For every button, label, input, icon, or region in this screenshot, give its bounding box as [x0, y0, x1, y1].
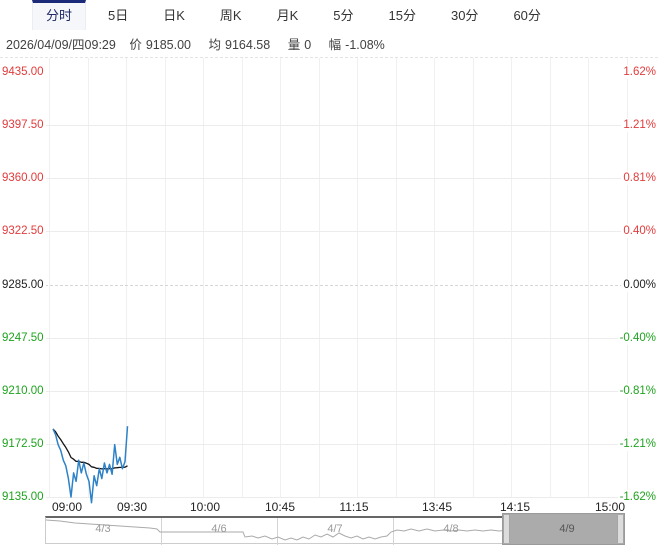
- average-line: [52, 428, 128, 470]
- avg-value: 9164.58: [225, 38, 271, 52]
- percent-axis-label: -1.62%: [617, 490, 658, 504]
- time-axis: 09:00 09:30 10:00 10:45 11:15 13:45 14:15 15:00: [0, 499, 658, 516]
- vertical-gridline: [203, 58, 204, 498]
- vertical-gridline: [357, 58, 358, 498]
- time-axis-label: 09:30: [116, 500, 148, 514]
- horizontal-gridline: [0, 390, 658, 392]
- vertical-gridline: [549, 58, 551, 498]
- time-axis-label: 11:15: [339, 500, 369, 514]
- horizontal-gridline: [0, 231, 658, 233]
- price-axis-label: 9172.50: [0, 436, 46, 451]
- prev-close-gridline: [0, 284, 658, 286]
- vertical-gridline: [511, 58, 512, 498]
- chart-lines: [52, 426, 129, 504]
- price-line: [52, 426, 129, 504]
- vertical-gridline: [472, 58, 474, 498]
- sparkline-path: [45, 519, 621, 541]
- price-label: 价: [129, 38, 142, 52]
- price-axis-label: 9210.00: [0, 383, 46, 398]
- vertical-gridline: [87, 58, 89, 498]
- vertical-gridline: [49, 58, 50, 498]
- navigator-date-label[interactable]: 4/7: [327, 523, 343, 535]
- quote-average: 均 9164.58: [209, 38, 275, 52]
- tab-5min[interactable]: 5分: [333, 8, 354, 23]
- horizontal-gridline: [0, 125, 658, 127]
- time-axis-label: 15:00: [594, 500, 626, 514]
- vertical-gridline: [318, 58, 320, 498]
- vertical-gridline: [434, 58, 435, 498]
- chg-label: 幅: [328, 38, 342, 52]
- navigator-date-label[interactable]: 4/8: [443, 523, 459, 535]
- price-axis-label: 9435.00: [0, 65, 46, 79]
- percent-axis-label: 0.40%: [621, 224, 658, 239]
- vertical-gridline: [280, 58, 281, 498]
- minute-chart-plot[interactable]: 9435.00 1.62% 9397.50 1.21% 9360.00 0.81% 9322…: [0, 57, 658, 518]
- price-axis-label: 9285.00: [0, 277, 46, 292]
- vertical-gridline: [164, 58, 166, 498]
- price-value: 9185.00: [145, 38, 192, 52]
- navigator-window[interactable]: [502, 513, 625, 545]
- navigator-date-label[interactable]: 4/9: [559, 523, 575, 535]
- percent-axis-label: 0.00%: [621, 277, 658, 292]
- time-axis-label: 14:15: [499, 500, 531, 514]
- time-axis-label: 13:45: [421, 500, 453, 514]
- tab-monthly-k[interactable]: 月K: [276, 8, 299, 23]
- percent-axis-label: -0.81%: [617, 383, 658, 398]
- price-axis-label: 9135.00: [0, 490, 46, 504]
- navigator-section-divider: [277, 518, 278, 545]
- avg-label: 均: [208, 38, 222, 52]
- vertical-gridline: [395, 58, 397, 498]
- navigator-date-label[interactable]: 4/6: [211, 523, 227, 535]
- percent-axis-label: 1.21%: [621, 118, 658, 133]
- period-tabbar: 分时 5日 日K 周K 月K 5分 15分 30分 60分: [0, 0, 658, 30]
- percent-axis-label: 0.81%: [621, 171, 658, 186]
- tab-minute[interactable]: 分时: [32, 0, 87, 30]
- tab-daily-k[interactable]: 日K: [163, 8, 185, 23]
- quote-change: 幅 -1.08%: [329, 38, 389, 52]
- chg-value: -1.08%: [345, 38, 385, 52]
- price-axis-label: 9322.50: [0, 224, 46, 239]
- time-axis-label: 10:45: [264, 500, 296, 514]
- horizontal-gridline: [0, 337, 658, 339]
- price-axis-label: 9397.50: [0, 118, 46, 133]
- percent-axis-label: -0.40%: [617, 330, 658, 345]
- price-axis-label: 9247.50: [0, 330, 46, 345]
- vertical-gridline: [126, 58, 127, 498]
- percent-axis-label: 1.62%: [621, 65, 658, 79]
- tab-60min[interactable]: 60分: [513, 8, 541, 23]
- horizontal-gridline: [0, 443, 658, 445]
- quote-datetime: 2026/04/09/四09:29: [6, 38, 116, 52]
- vol-label: 量: [287, 38, 301, 52]
- vertical-gridline: [588, 58, 589, 498]
- navigator-date-label[interactable]: 4/3: [95, 523, 111, 535]
- horizontal-gridline: [0, 178, 658, 180]
- navigator-window-left-handle[interactable]: [503, 515, 510, 543]
- tab-weekly-k[interactable]: 周K: [219, 8, 242, 23]
- date-navigator[interactable]: 4/3 4/6 4/7 4/8 4/9: [45, 513, 625, 547]
- tab-5day[interactable]: 5日: [108, 8, 129, 23]
- tab-15min[interactable]: 15分: [388, 8, 416, 23]
- time-axis-label: 09:00: [51, 500, 83, 514]
- navigator-sparkline: [45, 519, 621, 541]
- time-axis-label: 10:00: [189, 500, 221, 514]
- vol-value: 0: [304, 38, 312, 52]
- navigator-window-right-handle[interactable]: [617, 515, 624, 543]
- price-axis-label: 9360.00: [0, 171, 46, 186]
- vertical-gridline: [241, 58, 243, 498]
- tab-30min[interactable]: 30分: [450, 8, 479, 23]
- horizontal-gridline: [0, 497, 658, 498]
- percent-axis-label: -1.21%: [617, 436, 658, 451]
- quote-price: 价 9185.00: [129, 38, 195, 52]
